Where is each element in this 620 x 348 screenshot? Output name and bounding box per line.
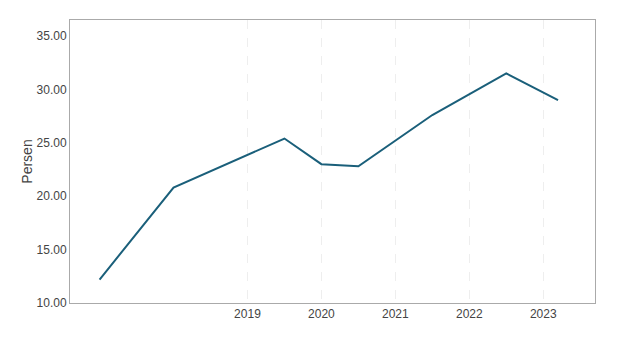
svg-text:20.00: 20.00: [37, 189, 67, 203]
svg-text:35.00: 35.00: [37, 29, 67, 43]
svg-text:Persen: Persen: [19, 139, 35, 183]
svg-text:2022: 2022: [456, 307, 483, 321]
svg-text:15.00: 15.00: [37, 243, 67, 257]
svg-text:25.00: 25.00: [37, 136, 67, 150]
svg-text:30.00: 30.00: [37, 83, 67, 97]
svg-text:2021: 2021: [382, 307, 409, 321]
svg-text:2020: 2020: [308, 307, 335, 321]
svg-text:2023: 2023: [530, 307, 557, 321]
svg-text:2019: 2019: [234, 307, 261, 321]
svg-text:10.00: 10.00: [37, 296, 67, 310]
